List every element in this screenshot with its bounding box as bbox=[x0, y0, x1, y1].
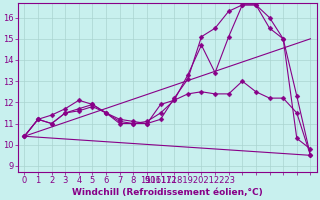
X-axis label: Windchill (Refroidissement éolien,°C): Windchill (Refroidissement éolien,°C) bbox=[72, 188, 263, 197]
